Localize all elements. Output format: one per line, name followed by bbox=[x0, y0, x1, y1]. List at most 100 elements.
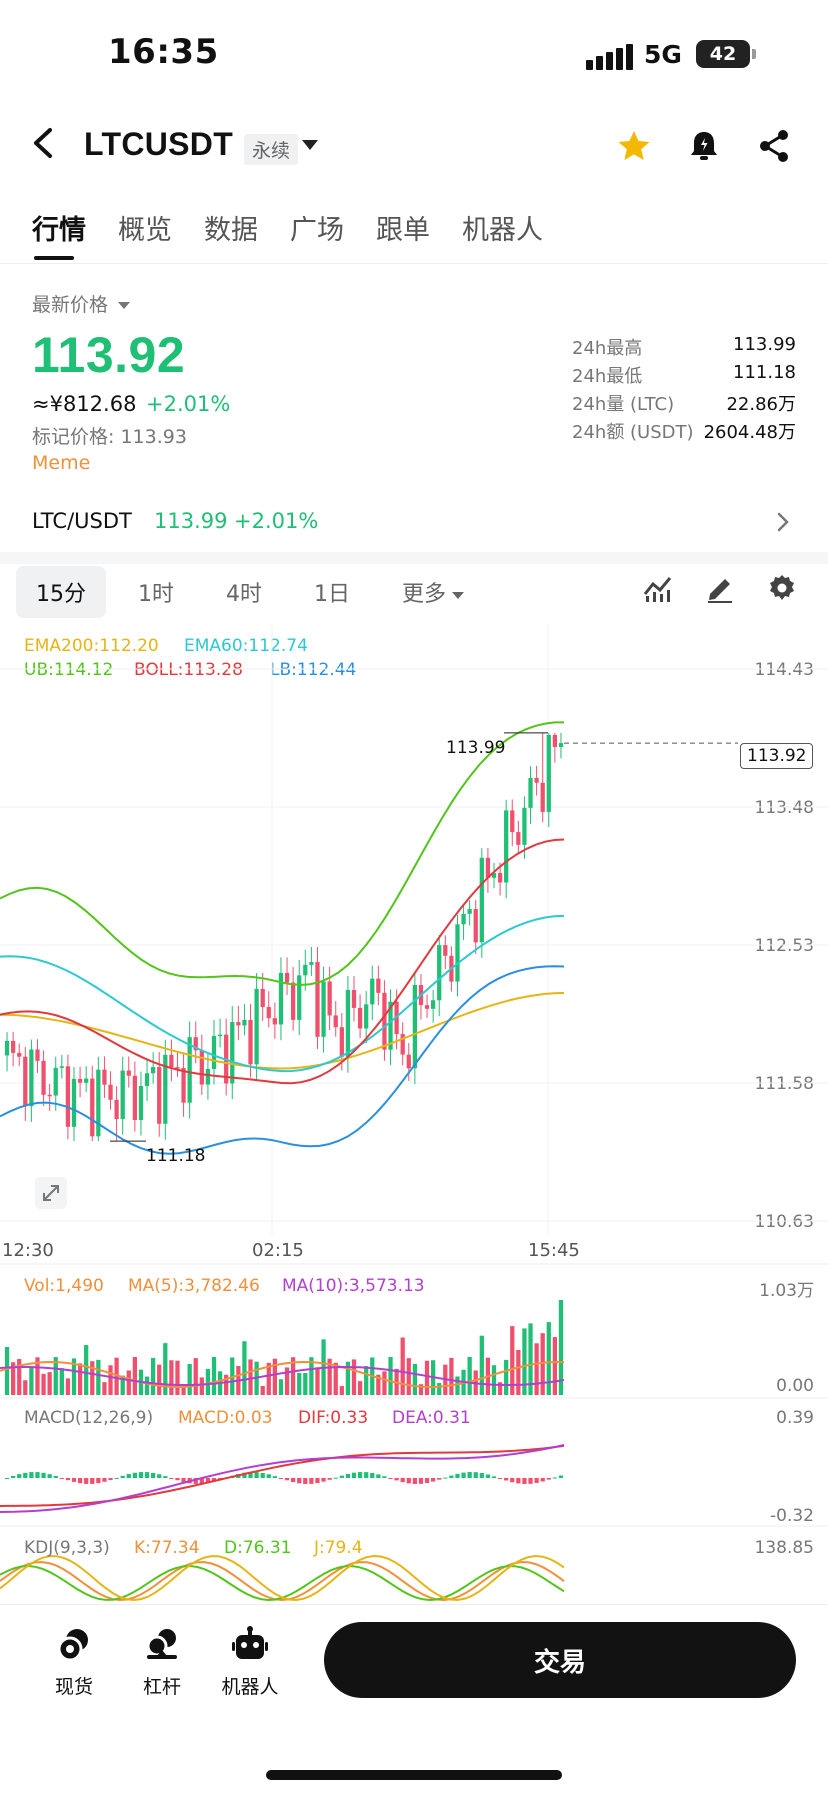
meme-tag[interactable]: Meme bbox=[32, 452, 91, 474]
volume-bar bbox=[4, 1347, 10, 1395]
interval-1d[interactable]: 1日 bbox=[314, 582, 350, 607]
j-value: J:79.4 bbox=[314, 1538, 363, 1558]
interval-more[interactable]: 更多 bbox=[382, 566, 484, 618]
bell-icon[interactable] bbox=[686, 128, 722, 164]
candle-body bbox=[315, 962, 320, 1037]
volume-bar bbox=[187, 1364, 192, 1395]
macd-histogram-bar bbox=[479, 1473, 484, 1478]
candle-body bbox=[424, 1005, 430, 1009]
dea-value: DEA:0.31 bbox=[392, 1408, 471, 1428]
tab-square[interactable]: 广场 bbox=[290, 215, 344, 246]
candle-body bbox=[376, 978, 381, 993]
tab-overview[interactable]: 概览 bbox=[118, 215, 172, 246]
candle-body bbox=[351, 990, 357, 1008]
macd-histogram-bar bbox=[4, 1478, 10, 1479]
back-chevron-icon[interactable] bbox=[28, 126, 58, 160]
interval-4h[interactable]: 4时 bbox=[226, 582, 262, 607]
macd-axis-bottom: -0.32 bbox=[770, 1506, 814, 1526]
nav-robot[interactable]: 机器人 bbox=[210, 1626, 290, 1699]
nav-margin[interactable]: 杠杆 bbox=[122, 1626, 202, 1699]
trade-button[interactable]: 交易 bbox=[324, 1622, 796, 1698]
share-icon[interactable] bbox=[756, 128, 792, 164]
spot-change: +2.01% bbox=[234, 509, 319, 533]
tab-copy-trade[interactable]: 跟单 bbox=[376, 215, 430, 246]
macd-histogram-bar bbox=[157, 1474, 162, 1478]
interval-selector: 15分 1时 4时 1日 更多 bbox=[16, 566, 496, 618]
macd-histogram-bar bbox=[11, 1475, 16, 1478]
nav-spot[interactable]: 现货 bbox=[34, 1626, 114, 1699]
candlestick-chart[interactable] bbox=[0, 624, 828, 1604]
tab-data[interactable]: 数据 bbox=[204, 215, 258, 246]
volume-bar bbox=[126, 1370, 131, 1395]
candle-body bbox=[53, 1067, 58, 1096]
candle-body bbox=[461, 913, 466, 925]
indicator-line-ema200 bbox=[0, 991, 565, 1070]
lb-legend: LB:112.44 bbox=[270, 660, 357, 680]
macd-histogram-bar bbox=[138, 1472, 144, 1478]
settings-gear-icon[interactable] bbox=[766, 572, 798, 604]
spot-pair-link[interactable]: LTC/USDT bbox=[32, 509, 132, 533]
candle-body bbox=[370, 978, 375, 1005]
macd-histogram-bar bbox=[65, 1478, 71, 1481]
macd-value: MACD:0.03 bbox=[178, 1408, 273, 1428]
macd-histogram-bar bbox=[53, 1475, 58, 1478]
candle-body bbox=[35, 1049, 40, 1061]
expand-chart-icon[interactable] bbox=[34, 1176, 68, 1210]
stat-label-low: 24h最低 bbox=[572, 366, 643, 387]
candle-body bbox=[254, 988, 259, 1065]
candle-body bbox=[187, 1037, 192, 1103]
candle-body bbox=[400, 1034, 405, 1055]
interval-1h[interactable]: 1时 bbox=[138, 582, 174, 607]
pair-title[interactable]: LTCUSDT bbox=[84, 126, 234, 162]
j-line bbox=[0, 1554, 565, 1602]
tab-market[interactable]: 行情 bbox=[32, 215, 86, 246]
macd-histogram-bar bbox=[516, 1478, 521, 1484]
candle-body bbox=[297, 975, 302, 1020]
macd-histogram-bar bbox=[132, 1472, 137, 1478]
network-type: 5G bbox=[644, 40, 682, 69]
indicator-line-boll bbox=[0, 838, 565, 1085]
volume-bar bbox=[175, 1360, 180, 1395]
section-separator bbox=[0, 552, 828, 564]
indicator-icon[interactable] bbox=[642, 572, 674, 604]
chevron-right-icon[interactable] bbox=[776, 512, 790, 532]
last-price-label[interactable]: 最新价格 bbox=[32, 290, 131, 317]
volume-bar bbox=[211, 1357, 217, 1395]
price-cny: ≈¥812.68 bbox=[32, 392, 137, 416]
candle-body bbox=[467, 909, 472, 914]
price-axis-label: 110.63 bbox=[754, 1212, 814, 1232]
star-icon[interactable] bbox=[616, 128, 652, 164]
draw-pencil-icon[interactable] bbox=[704, 572, 736, 604]
volume-bar bbox=[35, 1357, 40, 1395]
candle-body bbox=[455, 924, 460, 982]
candle-body bbox=[193, 1037, 198, 1051]
candle-body bbox=[175, 1067, 180, 1069]
interval-15m[interactable]: 15分 bbox=[16, 566, 106, 618]
tab-bots[interactable]: 机器人 bbox=[462, 215, 543, 246]
macd-histogram-bar bbox=[102, 1478, 107, 1482]
volume-bar bbox=[59, 1368, 64, 1395]
volume-bar bbox=[17, 1359, 22, 1395]
status-time: 16:35 bbox=[108, 32, 219, 72]
macd-histogram-bar bbox=[266, 1474, 271, 1478]
spot-coins-icon bbox=[57, 1629, 88, 1662]
volume-bar bbox=[351, 1359, 357, 1395]
macd-histogram-bar bbox=[461, 1472, 466, 1478]
spot-price: 113.99 bbox=[154, 509, 228, 533]
candle-body bbox=[163, 1054, 168, 1124]
volume-bar bbox=[266, 1362, 271, 1395]
candle-body bbox=[278, 972, 284, 1025]
indicator-line-ema60 bbox=[0, 914, 565, 1073]
pair-dropdown-icon[interactable] bbox=[302, 140, 318, 150]
vol-axis-bottom: 0.00 bbox=[776, 1376, 814, 1396]
macd-histogram-bar bbox=[41, 1472, 46, 1478]
volume-bar bbox=[47, 1372, 52, 1395]
macd-histogram-bar bbox=[108, 1478, 113, 1480]
macd-histogram-bar bbox=[84, 1478, 89, 1484]
price-type-dropdown-icon bbox=[118, 302, 131, 309]
macd-histogram-bar bbox=[351, 1472, 357, 1478]
volume-bar bbox=[376, 1374, 381, 1395]
vol-ma5-line bbox=[0, 1360, 565, 1389]
candle-body bbox=[473, 909, 478, 943]
time-axis-label: 02:15 bbox=[252, 1240, 304, 1261]
